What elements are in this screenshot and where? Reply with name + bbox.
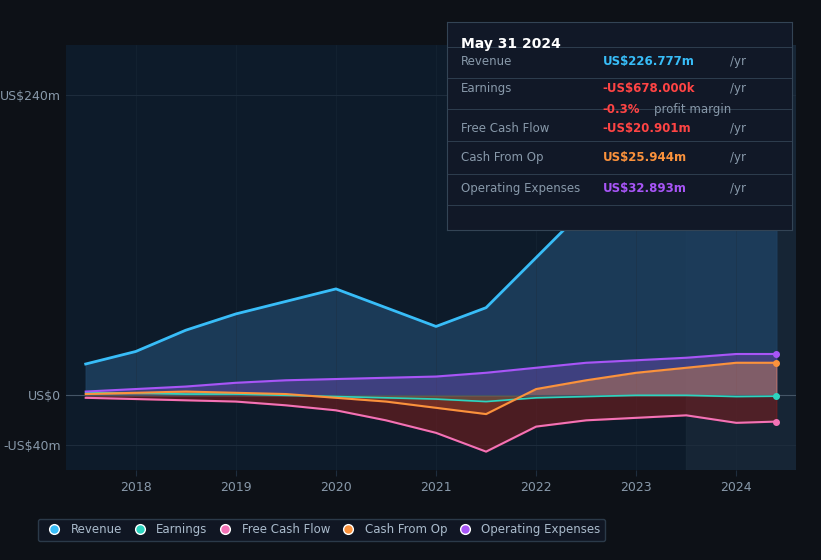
Text: Cash From Op: Cash From Op (461, 151, 544, 164)
Text: Revenue: Revenue (461, 55, 512, 68)
Text: /yr: /yr (730, 82, 746, 95)
Text: US$25.944m: US$25.944m (603, 151, 686, 164)
Text: US$226.777m: US$226.777m (603, 55, 695, 68)
Text: Operating Expenses: Operating Expenses (461, 181, 580, 195)
Legend: Revenue, Earnings, Free Cash Flow, Cash From Op, Operating Expenses: Revenue, Earnings, Free Cash Flow, Cash … (38, 519, 605, 541)
Text: profit margin: profit margin (654, 103, 732, 116)
Bar (686, 45, 796, 470)
Text: May 31 2024: May 31 2024 (461, 37, 561, 51)
Text: -US$678.000k: -US$678.000k (603, 82, 695, 95)
Text: /yr: /yr (730, 151, 746, 164)
Text: /yr: /yr (730, 55, 746, 68)
Text: /yr: /yr (730, 181, 746, 195)
Text: -US$20.901m: -US$20.901m (603, 122, 691, 134)
Text: Free Cash Flow: Free Cash Flow (461, 122, 549, 134)
Text: /yr: /yr (730, 122, 746, 134)
Text: -0.3%: -0.3% (603, 103, 640, 116)
Text: US$32.893m: US$32.893m (603, 181, 686, 195)
Text: Earnings: Earnings (461, 82, 512, 95)
